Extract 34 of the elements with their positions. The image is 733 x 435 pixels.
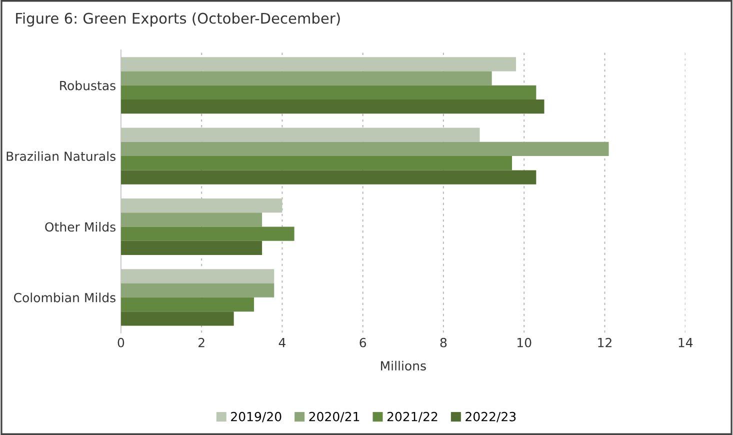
x-tick-label: 14: [678, 338, 693, 348]
bar: [120, 297, 254, 312]
bar: [120, 240, 262, 256]
bar: [120, 128, 480, 142]
x-tick-label: 4: [278, 338, 286, 348]
bar: [120, 156, 512, 170]
y-tick-label: Colombian Milds: [14, 292, 116, 302]
legend-label: 2021/22: [387, 412, 438, 422]
x-tick-label: 10: [518, 338, 532, 348]
bar: [120, 198, 282, 213]
x-tick-label: 0: [118, 338, 124, 348]
legend-label: 2019/20: [231, 412, 282, 422]
bar: [120, 170, 536, 184]
chart-title: Figure 6: Green Exports (October-December): [16, 12, 340, 27]
x-tick-label: 8: [440, 338, 447, 348]
bar: [120, 85, 536, 100]
bar: [120, 312, 234, 326]
y-tick-label: Brazilian Naturals: [6, 151, 116, 161]
bar: [120, 283, 274, 298]
bar: [120, 269, 274, 284]
bar: [120, 226, 294, 241]
x-tick-label: 6: [360, 338, 366, 348]
y-tick-label: Other Milds: [45, 222, 116, 232]
legend-label: 2020/21: [309, 412, 360, 422]
bar: [120, 71, 492, 86]
bar: [120, 142, 609, 156]
x-tick-label: 12: [598, 338, 612, 348]
y-tick-label: Robustas: [60, 80, 116, 90]
x-tick-label: 2: [198, 338, 204, 348]
x-axis-title: Millions: [381, 360, 426, 371]
bar: [120, 57, 516, 72]
bar: [120, 212, 262, 227]
bar: [120, 100, 544, 114]
legend-label: 2022/23: [466, 412, 516, 422]
